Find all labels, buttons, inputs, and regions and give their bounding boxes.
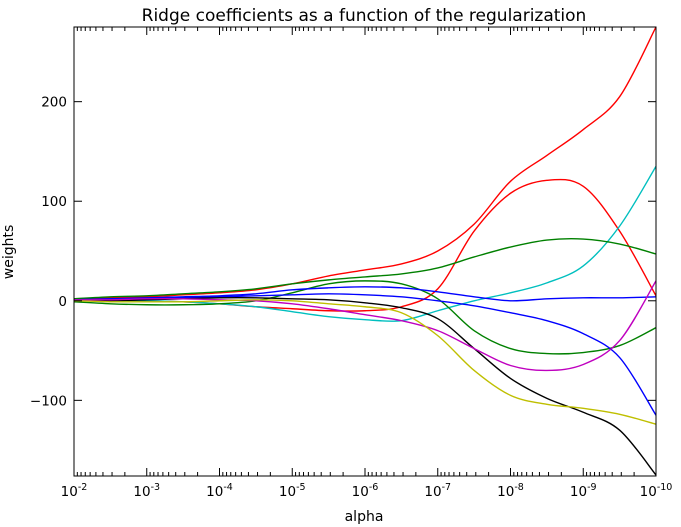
x-tick-label-base: 10 <box>640 484 657 500</box>
x-tick-label: 10-3 <box>133 482 160 500</box>
series-line-9 <box>74 280 656 372</box>
x-tick-label-exp: -8 <box>514 482 523 493</box>
x-tick-label-base: 10 <box>570 484 587 500</box>
x-tick-label: 10-9 <box>570 482 597 500</box>
plot-background <box>74 27 656 476</box>
x-tick-label: 10-8 <box>497 482 524 500</box>
x-tick-label-base: 10 <box>133 484 150 500</box>
x-tick-label-exp: -5 <box>296 482 305 493</box>
x-tick-label-exp: -3 <box>151 482 160 493</box>
x-tick-label: 10-7 <box>424 482 451 500</box>
x-tick-label: 10-6 <box>352 482 379 500</box>
x-axis-label: alpha <box>345 509 384 525</box>
y-tick-label: −100 <box>30 393 67 409</box>
x-tick-label-exp: -7 <box>442 482 451 493</box>
series-line-10 <box>74 299 656 425</box>
x-tick-label-base: 10 <box>352 484 369 500</box>
x-tick-label-base: 10 <box>206 484 223 500</box>
x-tick-label: 10-2 <box>61 482 88 500</box>
y-tick-label: 0 <box>58 294 67 310</box>
y-tick-label: 100 <box>41 194 67 210</box>
y-axis-ticks: 200 100 0 −100 <box>30 95 656 409</box>
y-tick-label: 200 <box>41 95 67 111</box>
x-tick-label-exp: -4 <box>223 482 232 493</box>
x-tick-label-exp: -2 <box>78 482 87 493</box>
x-tick-label: 10-5 <box>279 482 306 500</box>
x-axis-ticks: 10-2 10-3 10-4 10-5 10-6 10-7 10-8 10-9 10-10 <box>61 27 673 500</box>
x-tick-label-base: 10 <box>279 484 296 500</box>
x-tick-label-exp: -6 <box>369 482 378 493</box>
x-tick-label-base: 10 <box>61 484 78 500</box>
x-tick-label-base: 10 <box>424 484 441 500</box>
series-line-1 <box>74 27 656 300</box>
series-line-6 <box>74 286 656 302</box>
y-axis-label: weights <box>1 225 17 280</box>
x-tick-label-exp: -9 <box>587 482 596 493</box>
x-tick-label-exp: -10 <box>657 482 673 493</box>
series-line-4 <box>74 238 656 300</box>
plot-area: 10-2 10-3 10-4 10-5 10-6 10-7 10-8 10-9 10-10 20… <box>30 26 673 500</box>
x-tick-label: 10-4 <box>206 482 233 500</box>
series-line-5 <box>74 280 656 355</box>
series-lines <box>74 27 656 476</box>
x-tick-label: 10-10 <box>640 482 673 500</box>
x-tick-label-base: 10 <box>497 484 514 500</box>
chart-title: Ridge coefficients as a function of the … <box>142 6 587 26</box>
